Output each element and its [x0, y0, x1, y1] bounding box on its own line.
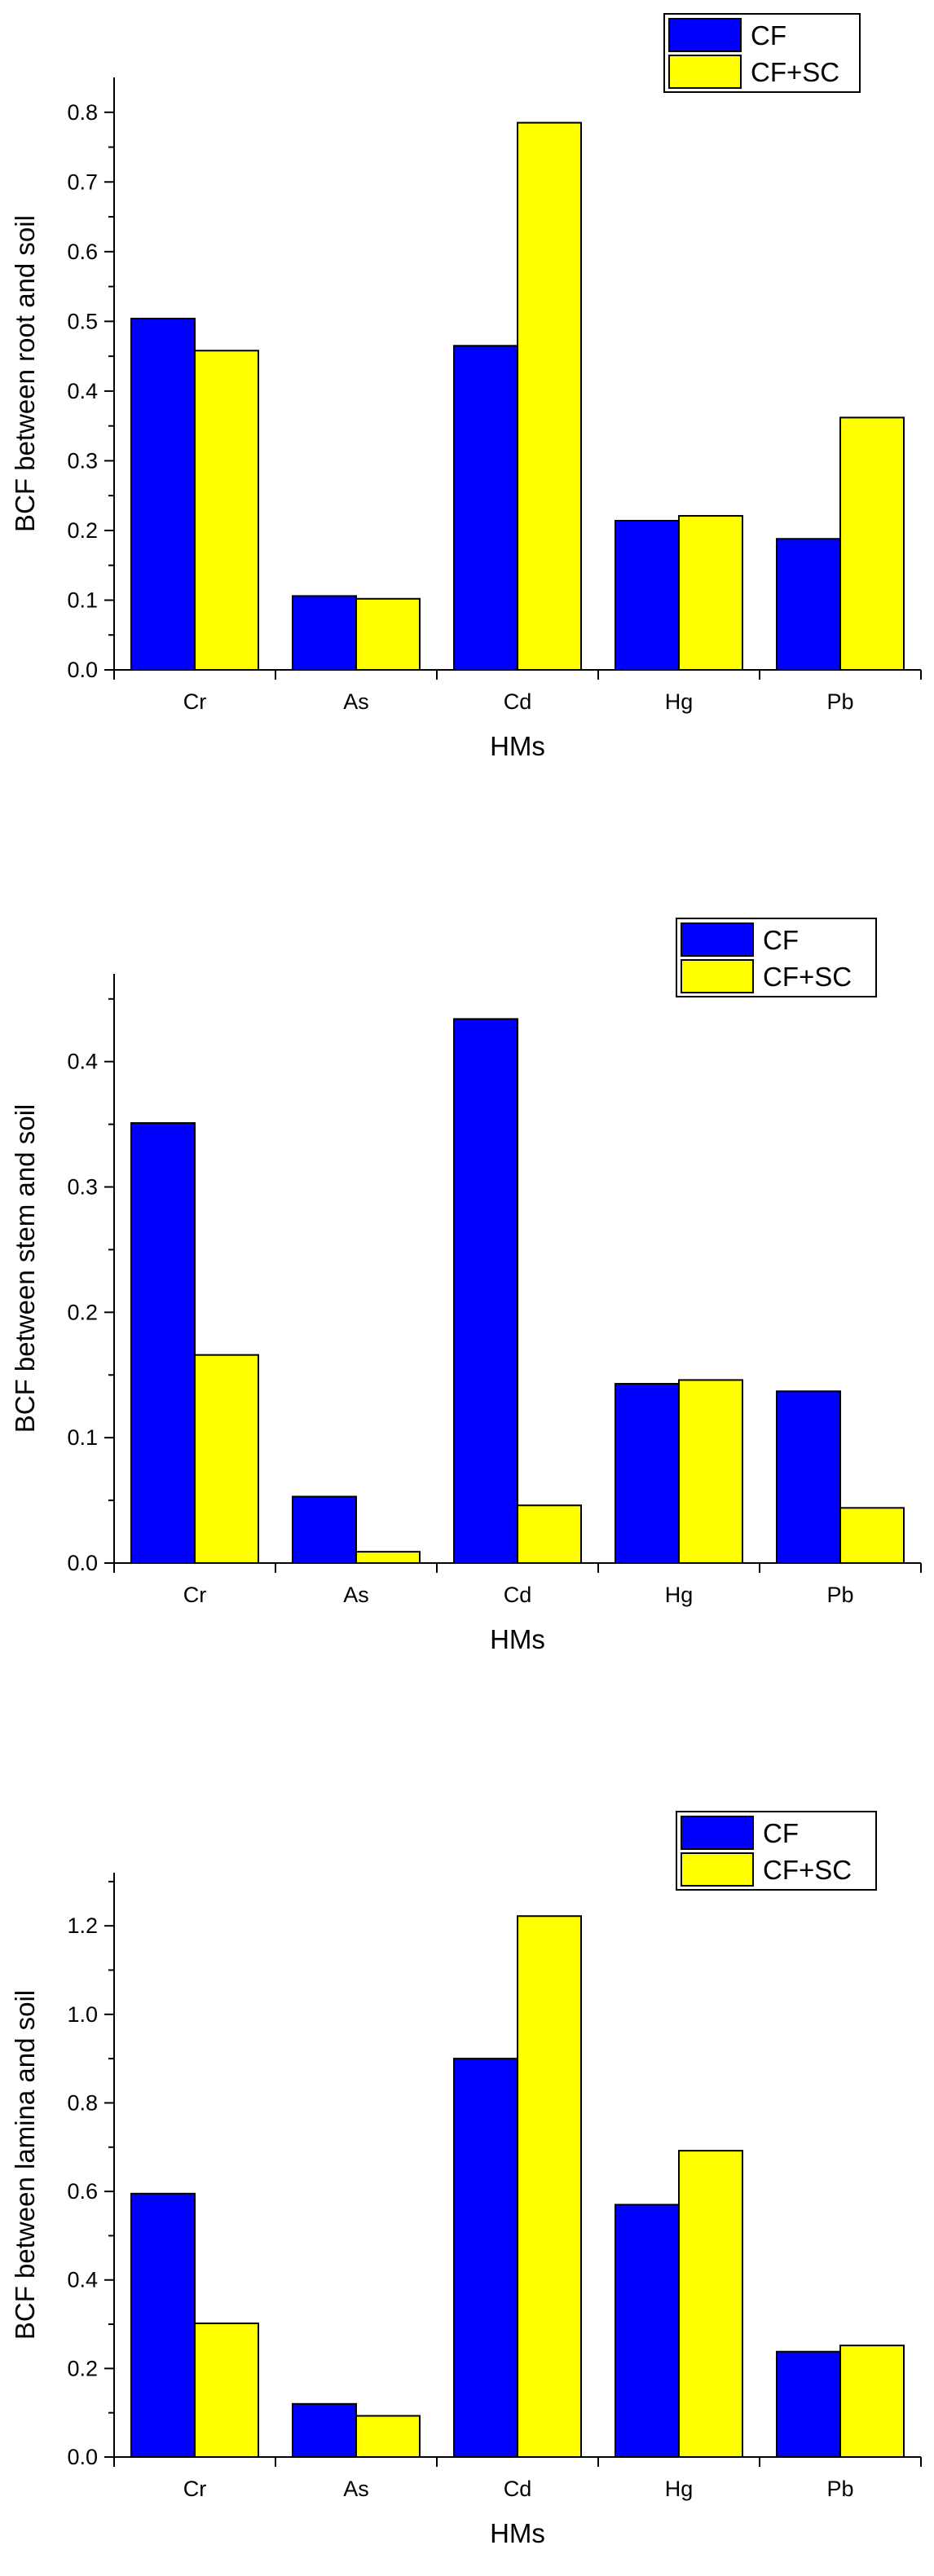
legend-swatch-cf-sc	[681, 959, 754, 993]
bar-cf-cr	[130, 2192, 196, 2459]
bar-cf-hg	[615, 519, 680, 671]
x-tick-label: Hg	[665, 689, 694, 714]
bar-cf-sc-as	[355, 2415, 421, 2459]
x-axis-title: HMs	[490, 1624, 545, 1654]
bar-cf-sc-cr	[194, 1354, 259, 1565]
x-tick-label: As	[343, 2477, 369, 2501]
y-tick-label: 0.6	[67, 2179, 98, 2204]
x-axis-title: HMs	[490, 731, 545, 761]
x-tick-label: Cr	[183, 689, 207, 714]
bar-cf-pb	[776, 538, 841, 671]
y-tick-label: 0.1	[67, 588, 98, 612]
bar-cf-sc-as	[355, 1551, 421, 1564]
legend: CF CF+SC	[676, 918, 877, 997]
y-tick-label: 0.4	[67, 2268, 98, 2292]
bar-cf-sc-hg	[678, 1379, 743, 1565]
bar-cf-sc-cr	[194, 2322, 259, 2458]
legend-swatch-cf-sc	[668, 55, 742, 89]
bar-cf-sc-cd	[517, 121, 582, 671]
y-tick-label: 0.1	[67, 1425, 98, 1450]
y-tick-label: 0.3	[67, 448, 98, 473]
y-axis-title: BCF between stem and soil	[10, 1104, 40, 1433]
y-tick-label: 0.4	[67, 379, 98, 403]
y-tick-label: 1.0	[67, 2002, 98, 2027]
legend: CF CF+SC	[663, 13, 861, 93]
x-tick-label: Pb	[826, 2477, 853, 2501]
bar-cf-sc-pb	[839, 1507, 905, 1565]
x-tick-label: As	[343, 1583, 369, 1607]
y-tick-label: 0.3	[67, 1175, 98, 1200]
legend-label: CF	[763, 1818, 799, 1848]
legend-swatch-cf	[668, 18, 742, 52]
y-tick-label: 0.8	[67, 100, 98, 125]
legend-label: CF+SC	[763, 1855, 852, 1885]
y-tick-label: 0.0	[67, 2445, 98, 2469]
legend: CF CF+SC	[676, 1811, 877, 1891]
x-tick-label: As	[343, 689, 369, 714]
legend-swatch-cf	[681, 1816, 754, 1850]
x-tick-label: Cd	[504, 689, 532, 714]
chart-panel: 0.0 0.1 0.2 0.3 0.4 Cr As Cd Hg Pb HMs BCF between …	[10, 918, 922, 1654]
y-axis-title: BCF between lamina and soil	[10, 1990, 40, 2340]
bar-cf-sc-hg	[678, 2150, 743, 2458]
bar-cf-sc-pb	[839, 416, 905, 672]
bar-cf-sc-cr	[194, 350, 259, 671]
chart-panel: 0.0 0.2 0.4 0.6 0.8 1.0 1.2 Cr As Cd Hg Pb HMs BCF be…	[10, 1811, 922, 2548]
bar-cf-cd	[453, 2058, 518, 2459]
y-tick-label: 0.0	[67, 1551, 98, 1575]
legend-label: CF	[763, 925, 799, 955]
x-tick-label: Pb	[826, 689, 853, 714]
bar-cf-sc-cd	[517, 1504, 582, 1564]
bar-cf-hg	[615, 2204, 680, 2459]
y-tick-label: 0.4	[67, 1050, 98, 1074]
x-tick-label: Cd	[504, 2477, 532, 2501]
bar-cf-sc-pb	[839, 2345, 905, 2458]
legend-swatch-cf	[681, 923, 754, 957]
x-tick-label: Pb	[826, 1583, 853, 1607]
bar-cf-cr	[130, 317, 196, 671]
y-tick-label: 0.6	[67, 240, 98, 264]
x-tick-label: Hg	[665, 1583, 694, 1607]
bar-cf-pb	[776, 2350, 841, 2458]
y-tick-label: 0.7	[67, 170, 98, 194]
x-tick-label: Hg	[665, 2477, 694, 2501]
y-tick-label: 0.2	[67, 2356, 98, 2380]
y-tick-label: 0.2	[67, 1300, 98, 1324]
y-tick-label: 0.2	[67, 518, 98, 543]
bar-cf-sc-hg	[678, 514, 743, 671]
y-tick-label: 0.5	[67, 309, 98, 333]
legend-swatch-cf-sc	[681, 1852, 754, 1887]
y-tick-label: 0.8	[67, 2090, 98, 2115]
x-tick-label: Cr	[183, 2477, 207, 2501]
legend-label: CF+SC	[751, 57, 839, 87]
y-tick-label: 0.0	[67, 658, 98, 682]
x-tick-label: Cd	[504, 1583, 532, 1607]
bar-cf-as	[292, 1495, 357, 1564]
bar-cf-pb	[776, 1390, 841, 1564]
bar-cf-as	[292, 2402, 357, 2458]
x-axis-title: HMs	[490, 2518, 545, 2548]
legend-label: CF+SC	[763, 962, 852, 992]
legend-label: CF	[751, 20, 786, 51]
bar-cf-sc-as	[355, 597, 421, 672]
chart-panel: 0.0 0.1 0.2 0.3 0.4 0.5 0.6 0.7 0.8 Cr As Cd Hg Pb HMs…	[10, 13, 922, 761]
bar-cf-as	[292, 595, 357, 671]
bar-cf-cd	[453, 345, 518, 671]
y-axis-title: BCF between root and soil	[10, 215, 40, 532]
y-tick-label: 1.2	[67, 1913, 98, 1938]
x-tick-label: Cr	[183, 1583, 207, 1607]
bar-cf-cd	[453, 1018, 518, 1565]
bar-cf-sc-cd	[517, 1915, 582, 2459]
bar-cf-hg	[615, 1383, 680, 1565]
bar-cf-cr	[130, 1122, 196, 1565]
